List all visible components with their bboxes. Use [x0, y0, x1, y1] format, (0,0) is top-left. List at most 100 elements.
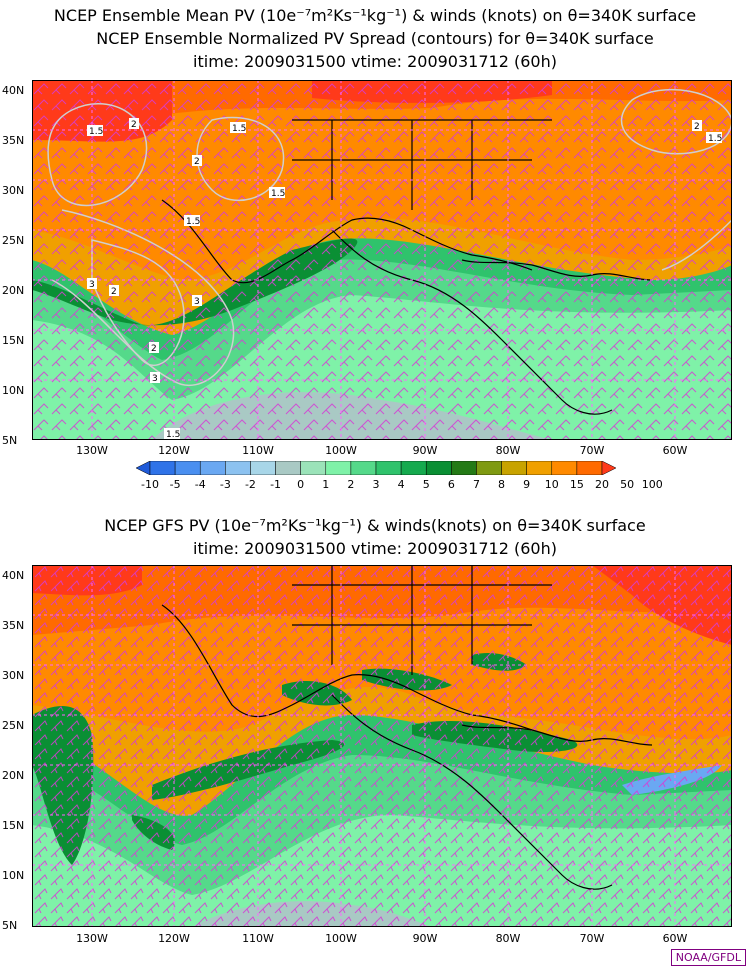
- colorbar-tick-label: 20: [595, 478, 609, 491]
- lon-label: 100W: [325, 932, 357, 945]
- lat-label: 30N: [2, 184, 25, 197]
- contour-label: 1.5: [164, 428, 180, 440]
- colorbar-cell: [300, 461, 327, 475]
- lon-label: 90W: [412, 444, 438, 457]
- top-title-line1: NCEP Ensemble Mean PV (10e⁻⁷m²Ks⁻¹kg⁻¹) …: [53, 6, 697, 25]
- colorbar-tick-label: -2: [244, 478, 256, 491]
- svg-text:1.5: 1.5: [708, 134, 722, 144]
- colorbar-tick-label: -10: [141, 478, 159, 491]
- colorbar-tick-label: 10: [544, 478, 559, 491]
- contour-label: 2: [129, 118, 139, 130]
- colorbar-tick-label: 2: [347, 478, 355, 491]
- colorbar-cell: [476, 461, 502, 475]
- bottom-title-line1: NCEP GFS PV (10e⁻⁷m²Ks⁻¹kg⁻¹) & winds(kn…: [104, 516, 646, 535]
- gfs-pv-map: [32, 565, 732, 927]
- colorbar-tick-label: 7: [472, 478, 480, 491]
- colorbar-tick-label: 9: [523, 478, 531, 491]
- lon-label: 110W: [242, 932, 274, 945]
- svg-text:3: 3: [194, 297, 200, 307]
- colorbar-cell: [501, 461, 527, 475]
- lat-label: 20N: [2, 769, 25, 782]
- contour-label: 1.5: [184, 215, 200, 227]
- colorbar-cell: [225, 461, 251, 475]
- colorbar-tick-label: 3: [372, 478, 380, 491]
- svg-text:2: 2: [131, 120, 137, 130]
- colorbar-tick-label: 100: [641, 478, 663, 491]
- lon-label: 130W: [76, 932, 108, 945]
- lat-label: 35N: [2, 134, 25, 147]
- gfs-map-svg: [32, 565, 732, 927]
- lat-label: 20N: [2, 284, 25, 297]
- colorbar-cell: [250, 461, 276, 475]
- lat-label: 40N: [2, 569, 25, 582]
- colorbar-tick-label: 0: [297, 478, 305, 491]
- lon-label: 120W: [158, 932, 190, 945]
- colorbar-tick-label: 6: [447, 478, 455, 491]
- contour-label: 3: [150, 372, 160, 384]
- contour-label: 1.5: [706, 132, 722, 144]
- colorbar-tick-label: -5: [169, 478, 181, 491]
- colorbar-tick-label: 4: [397, 478, 405, 491]
- colorbar-tick-label: -1: [270, 478, 282, 491]
- contour-label: 2: [109, 285, 119, 297]
- colorbar-cell: [601, 461, 616, 475]
- colorbar-cell: [551, 461, 578, 475]
- svg-text:3: 3: [89, 280, 95, 290]
- lat-label: 30N: [2, 669, 25, 682]
- lat-label: 15N: [2, 334, 25, 347]
- contour-label: 2: [692, 120, 702, 132]
- lat-label: 5N: [2, 434, 18, 447]
- svg-text:2: 2: [151, 344, 157, 354]
- svg-text:1.5: 1.5: [271, 189, 285, 199]
- svg-text:1.5: 1.5: [186, 217, 200, 227]
- colorbar-cell: [375, 461, 402, 475]
- colorbar-cell: [174, 461, 201, 475]
- colorbar-cell: [199, 461, 226, 475]
- lon-label: 60W: [662, 444, 688, 457]
- contour-label: 2: [149, 342, 159, 354]
- contour-label: 2: [192, 155, 202, 167]
- contour-label: 1.5: [269, 187, 285, 199]
- contour-label: 3: [87, 278, 97, 290]
- lon-label: 120W: [158, 444, 190, 457]
- coastlines: [161, 119, 653, 415]
- lat-label: 15N: [2, 819, 25, 832]
- lon-label: 80W: [495, 444, 521, 457]
- svg-text:3: 3: [152, 374, 158, 384]
- top-title-line2: NCEP Ensemble Normalized PV Spread (cont…: [96, 29, 654, 48]
- contour-label: 3: [192, 295, 202, 307]
- colorbar-tick-label: 8: [498, 478, 506, 491]
- lon-label: 110W: [242, 444, 274, 457]
- colorbar-tick-label: 1: [322, 478, 330, 491]
- svg-text:2: 2: [694, 122, 700, 132]
- lon-label: 60W: [662, 932, 688, 945]
- colorbar-cell: [451, 461, 477, 475]
- colorbar-cell: [325, 461, 352, 475]
- contour-label: 1.5: [230, 122, 246, 134]
- colorbar-cell: [400, 461, 427, 475]
- lon-label: 90W: [412, 932, 438, 945]
- colorbar-cell: [350, 461, 377, 475]
- colorbar: [136, 461, 616, 475]
- contour-label: 1.5: [87, 125, 103, 137]
- colorbar-tick-label: 50: [620, 478, 635, 491]
- lon-label: 70W: [579, 932, 605, 945]
- lat-label: 25N: [2, 234, 25, 247]
- colorbar-cell: [526, 461, 553, 475]
- colorbar-tick-label: -3: [219, 478, 231, 491]
- lon-label: 70W: [579, 444, 605, 457]
- colorbar-tick-label: 5: [422, 478, 430, 491]
- lon-label: 80W: [495, 932, 521, 945]
- svg-text:1.5: 1.5: [166, 430, 180, 440]
- lat-label: 35N: [2, 619, 25, 632]
- lat-label: 5N: [2, 919, 18, 932]
- lon-label: 130W: [76, 444, 108, 457]
- colorbar-cell: [149, 461, 176, 475]
- top-title-line3: itime: 2009031500 vtime: 2009031712 (60h…: [193, 52, 557, 71]
- lat-label: 10N: [2, 384, 25, 397]
- colorbar-tick-label: -4: [194, 478, 206, 491]
- colorbar-cell: [576, 461, 603, 475]
- colorbar-cell: [275, 461, 301, 475]
- lat-label: 25N: [2, 719, 25, 732]
- colorbar-tick-label: 15: [569, 478, 584, 491]
